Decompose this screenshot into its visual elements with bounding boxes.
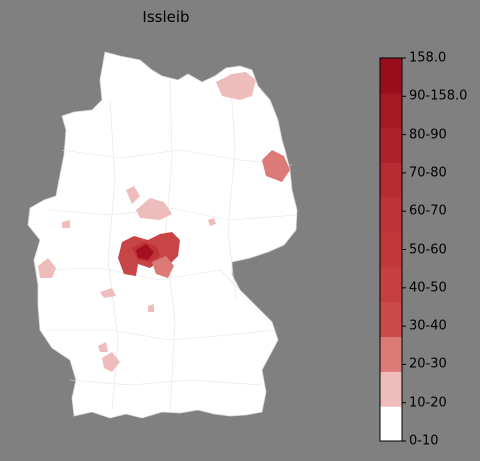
region-north-central (126, 186, 140, 204)
colorbar-tick-label: 70-80 (409, 165, 447, 181)
colorbar-tick-label: 10-20 (409, 395, 447, 411)
colorbar-segment (380, 266, 402, 303)
map-title: Issleib (142, 8, 190, 26)
region-southwest (98, 342, 108, 352)
colorbar-segment (380, 232, 402, 268)
colorbar-tick-label: 80-90 (409, 127, 447, 143)
colorbar-tick-label: 0-10 (409, 433, 439, 449)
colorbar-segment (380, 336, 402, 372)
colorbar-tick-label: 40-50 (409, 280, 447, 296)
colorbar-segment (380, 127, 402, 163)
region-central-core (136, 244, 154, 260)
colorbar-tick-label: 20-30 (409, 356, 447, 372)
colorbar-tick-label: 30-40 (409, 318, 447, 334)
colorbar-tick-label: 60-70 (409, 203, 447, 219)
colorbar-segment (380, 371, 402, 407)
colorbar-segment (380, 197, 402, 233)
region-northeast-coast (216, 72, 256, 100)
colorbar-segment (380, 92, 402, 129)
region-central-south (152, 256, 174, 278)
region-north-central-2 (136, 198, 172, 220)
region-south-central (100, 288, 116, 298)
region-southwest-2 (102, 352, 120, 372)
region-small-mid (148, 304, 154, 312)
colorbar-segment (380, 162, 402, 198)
colorbar-segment (380, 301, 402, 338)
region-east-border (262, 150, 290, 182)
highlight-layer (38, 72, 290, 372)
region-small-east (208, 218, 216, 226)
region-west-central (38, 258, 56, 278)
colorbar-segment (380, 406, 402, 442)
colorbar-segment (380, 58, 402, 94)
region-small-west (62, 220, 70, 228)
colorbar (379, 57, 406, 442)
colorbar-tick-label: 158.0 (409, 50, 447, 66)
colorbar-tick-label: 50-60 (409, 242, 447, 257)
colorbar-tick-label: 90-158.0 (409, 88, 468, 104)
